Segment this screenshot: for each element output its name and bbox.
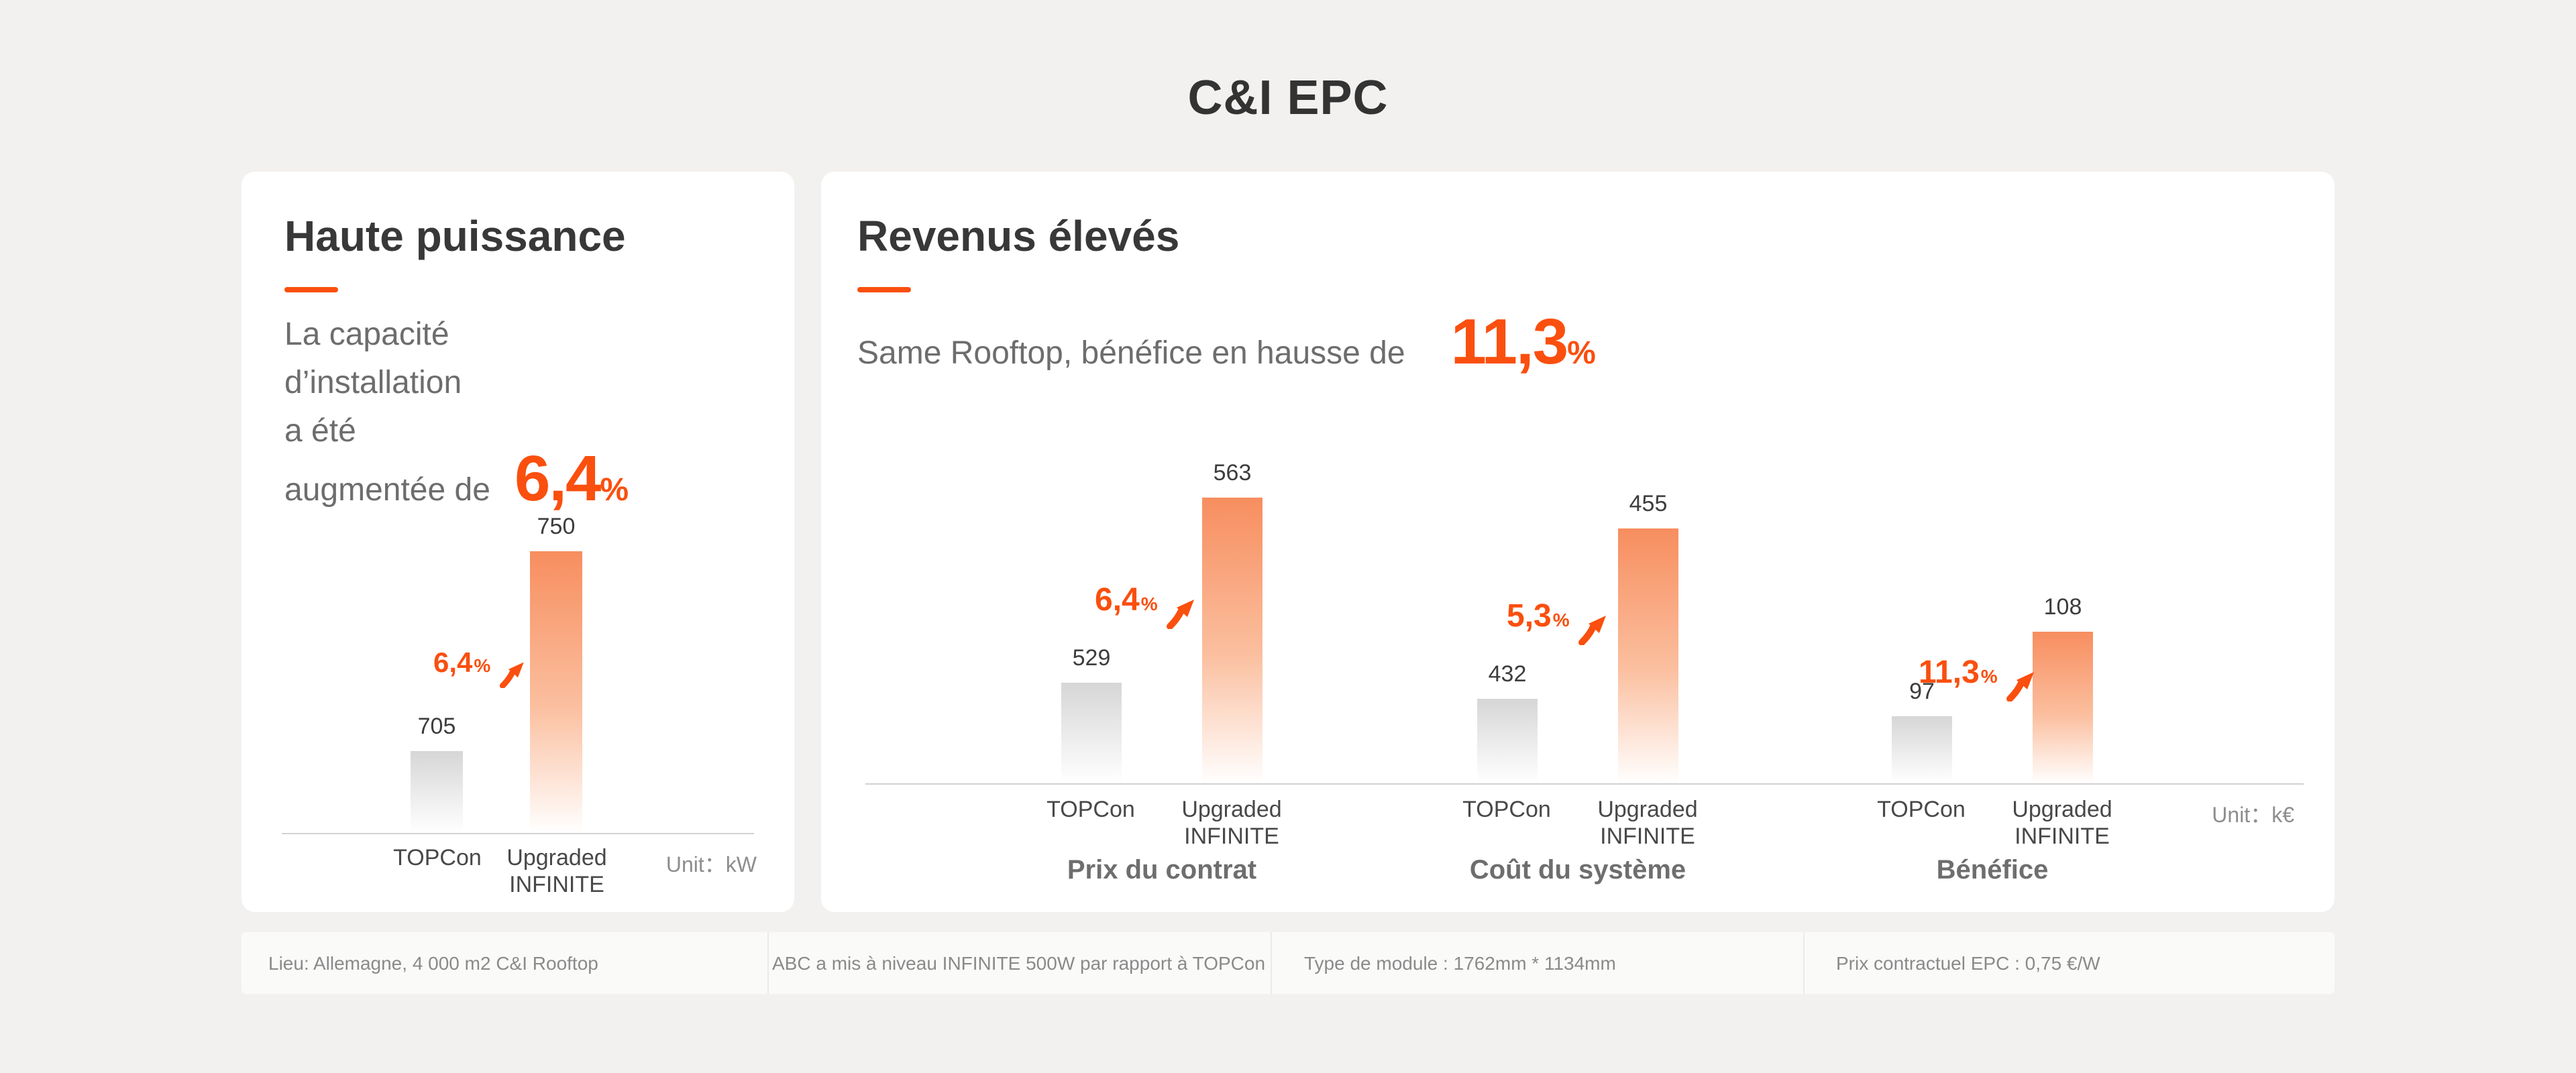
increase-arrow-icon xyxy=(2006,672,2034,701)
footer-bar: Lieu: Allemagne, 4 000 m2 C&I Rooftop AB… xyxy=(241,932,2334,994)
category-label-upgraded: Upgraded INFINITE xyxy=(1587,797,1708,850)
description-line: La capacité xyxy=(284,317,449,353)
category-label-topcon: TOPCon xyxy=(393,845,482,870)
right-card: Revenus élevés Same Rooftop, bénéfice en… xyxy=(821,172,2334,912)
heading-underline xyxy=(857,287,911,292)
highlight-unit: % xyxy=(600,472,629,508)
delta-unit: % xyxy=(474,655,491,676)
description-line: a été xyxy=(284,413,356,449)
unit-label: Unit：kW xyxy=(665,854,757,877)
highlight-value: 11,3 xyxy=(1450,307,1569,378)
left-card: Haute puissance La capacité d’installati… xyxy=(241,172,794,912)
category-label-line: INFINITE xyxy=(509,872,604,897)
group-title: Prix du contrat xyxy=(1067,856,1257,885)
delta-annotation: 6,4% xyxy=(1095,578,1198,629)
highlight-percent: 6,4% xyxy=(515,447,629,515)
delta-value: 5,3 xyxy=(1507,598,1552,634)
group-title: Bénéfice xyxy=(1936,856,2049,885)
bar-upgraded xyxy=(1618,528,1678,783)
increase-arrow-icon xyxy=(499,662,524,688)
bar-value: 97 xyxy=(1909,679,1935,704)
increase-arrow-icon xyxy=(1578,616,1606,645)
axis-baseline xyxy=(865,783,2304,785)
description-text: augmentée de xyxy=(284,472,490,508)
increase-arrow-icon xyxy=(1166,600,1194,629)
category-label-upgraded: Upgraded INFINITE xyxy=(2002,797,2123,850)
heading-underline xyxy=(284,287,338,292)
unit-label: Unit：k€ xyxy=(2212,805,2294,828)
axis-baseline xyxy=(282,833,754,834)
category-label-line: INFINITE xyxy=(1184,824,1279,849)
footer-item: Prix contractuel EPC : 0,75 €/W xyxy=(1836,952,2100,974)
category-label-topcon: TOPCon xyxy=(1462,797,1551,822)
category-label-upgraded: Upgraded INFINITE xyxy=(496,845,617,899)
category-label-topcon: TOPCon xyxy=(1046,797,1135,822)
chart-group-prix-du-contrat: 529 563 6,4% TOPCon Upgraded INFINITE Pr… xyxy=(1046,172,1504,912)
delta-value: 6,4 xyxy=(433,648,473,679)
bar-value: 529 xyxy=(1072,645,1111,671)
category-label-line: INFINITE xyxy=(1600,824,1695,849)
highlight-unit: % xyxy=(1567,335,1596,372)
page-title: C&I EPC xyxy=(1187,70,1389,125)
bar-value: 108 xyxy=(2043,594,2082,620)
delta-annotation: 6,4% xyxy=(433,644,527,688)
delta-value: 11,3 xyxy=(1919,655,1980,691)
bar-value: 750 xyxy=(537,514,576,539)
bar-topcon xyxy=(1061,683,1122,783)
bar-value: 432 xyxy=(1488,661,1527,687)
delta-unit: % xyxy=(1980,665,1998,687)
category-label-upgraded: Upgraded INFINITE xyxy=(1171,797,1292,850)
highlight-value: 6,4 xyxy=(514,444,601,515)
delta-value: 6,4 xyxy=(1095,582,1140,618)
category-label-line: Upgraded xyxy=(506,845,607,870)
bar-upgraded xyxy=(1202,498,1263,783)
bar-topcon xyxy=(1892,716,1952,783)
delta-unit: % xyxy=(1552,609,1570,630)
footer-item: ABC a mis à niveau INFINITE 500W par rap… xyxy=(768,932,1272,994)
group-title: Coût du système xyxy=(1469,856,1686,885)
bar-topcon xyxy=(411,751,463,833)
category-label-line: Upgraded xyxy=(1181,797,1282,822)
description: La capacité d’installation a été augment… xyxy=(284,311,629,515)
chart-group-cout-du-systeme: 432 455 5,3% TOPCon Upgraded INFINITE Co… xyxy=(1462,172,1920,912)
delta-unit: % xyxy=(1140,593,1158,614)
subtitle: Same Rooftop, bénéfice en hausse de xyxy=(857,335,1405,372)
category-label-line: Upgraded xyxy=(1597,797,1698,822)
chart-group-benefice: 97 108 11,3% TOPCon Upgraded INFINITE Bé… xyxy=(1877,172,2334,912)
bar-value: 455 xyxy=(1629,491,1668,516)
left-panel-heading: Haute puissance xyxy=(284,212,626,260)
bar-value: 563 xyxy=(1213,460,1252,486)
footer-item: Type de module : 1762mm * 1134mm xyxy=(1272,932,1804,994)
description-line: d’installation xyxy=(284,365,462,401)
description-line: augmentée de 6,4% xyxy=(284,447,629,515)
delta-annotation: 11,3% xyxy=(1919,651,2038,701)
highlight-percent: 11,3% xyxy=(1451,306,1596,380)
category-label-line: INFINITE xyxy=(2015,824,2110,849)
right-panel-heading: Revenus élevés xyxy=(857,212,1180,260)
bar-value: 705 xyxy=(417,714,456,739)
delta-annotation: 5,3% xyxy=(1507,594,1610,645)
category-label-topcon: TOPCon xyxy=(1877,797,1966,822)
bar-upgraded xyxy=(530,551,582,833)
footer-item: Lieu: Allemagne, 4 000 m2 C&I Rooftop xyxy=(241,932,768,994)
subtitle-row: Same Rooftop, bénéfice en hausse de 11,3… xyxy=(857,306,1596,380)
category-label-line: Upgraded xyxy=(2012,797,2112,822)
bar-upgraded xyxy=(2033,632,2093,783)
bar-topcon xyxy=(1477,699,1538,783)
